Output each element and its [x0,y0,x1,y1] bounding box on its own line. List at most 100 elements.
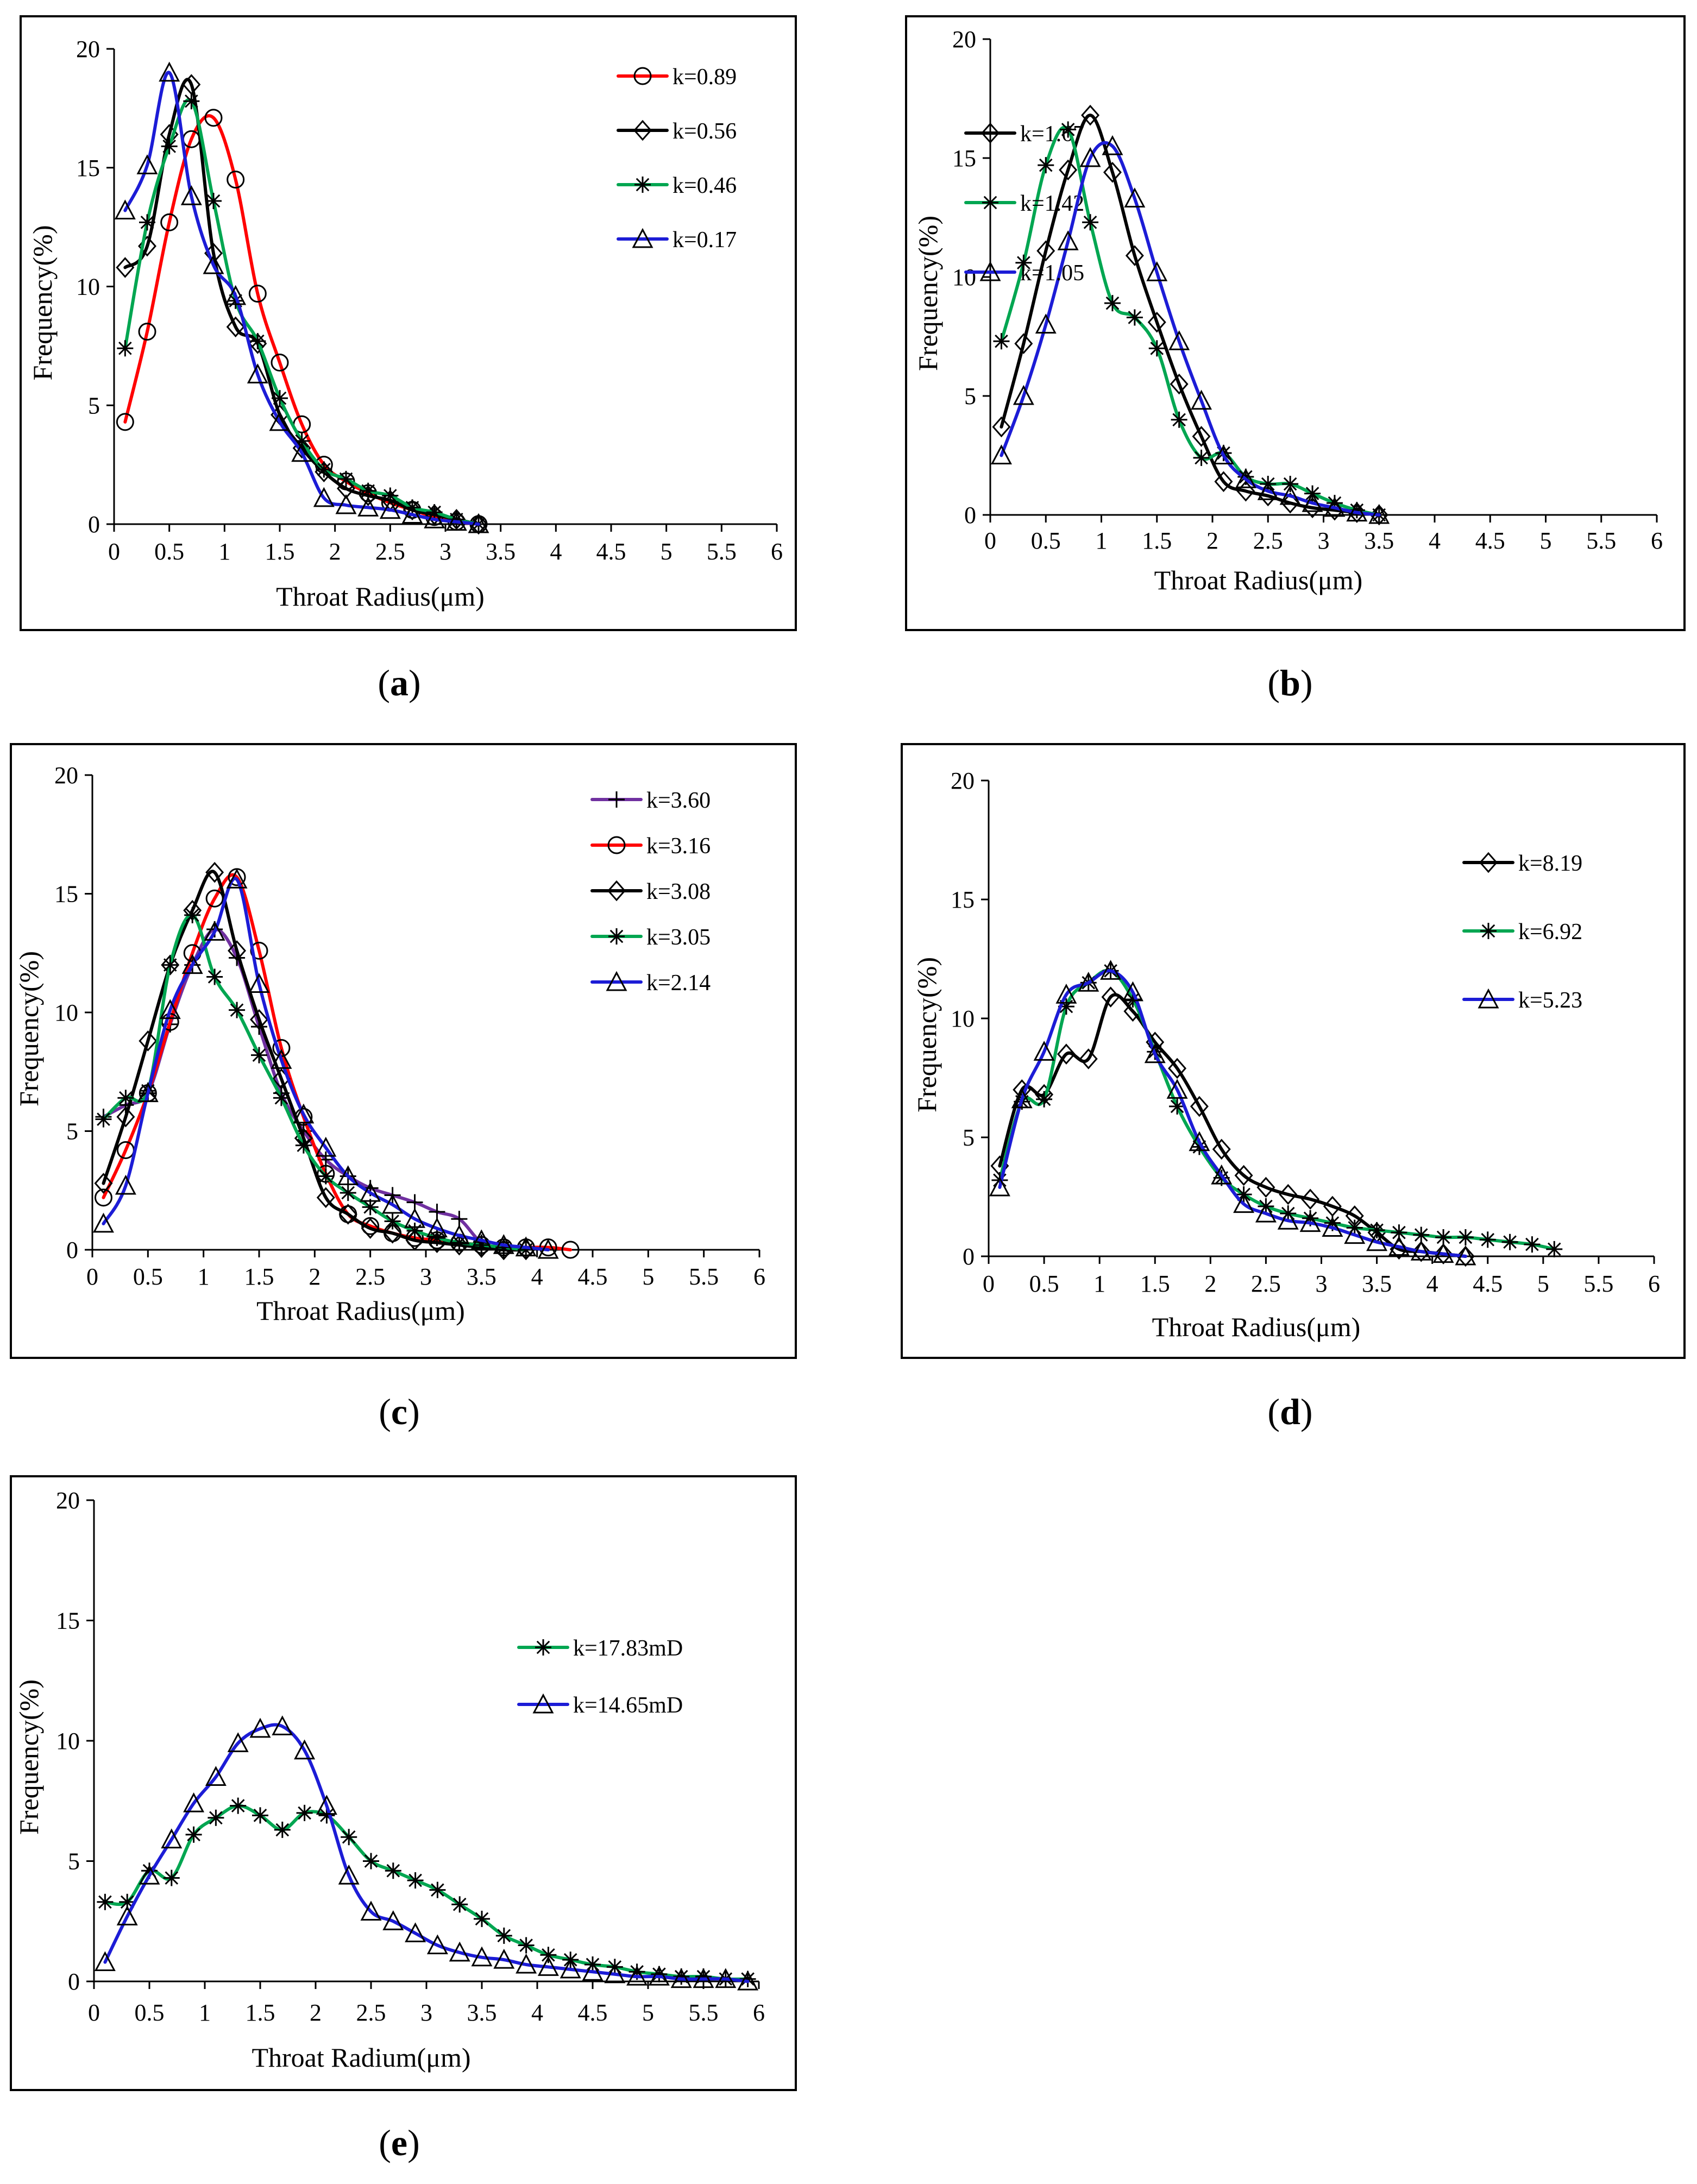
y-tick-label: 5 [66,1118,78,1145]
data-point [560,1958,581,1979]
legend-entry: k=2.14 [590,971,711,996]
data-point [1144,1043,1166,1063]
data-point [1524,1236,1541,1253]
panel-label: (d) [1267,1391,1312,1432]
x-tick-label: 5 [642,1999,654,2026]
data-point [1057,230,1079,250]
data-point [138,323,156,341]
data-point [470,1229,492,1250]
data-point [1033,1041,1055,1061]
x-tick-label: 1 [1093,1270,1105,1297]
data-point [451,1234,468,1251]
chart-frame [901,743,1686,1359]
x-tick-label: 3.5 [1364,527,1394,554]
data-point [1079,1048,1098,1069]
legend-label: k=0.46 [672,173,737,198]
legend-marker [634,177,651,193]
data-point [362,1199,379,1216]
data-point [1348,502,1365,519]
data-point [1279,484,1301,505]
data-point [651,1966,668,1982]
data-point [251,1047,267,1063]
data-point [206,968,223,985]
data-point [448,511,465,528]
legend-marker [632,228,653,248]
x-tick-label: 6 [1651,527,1663,554]
data-point [1082,214,1099,231]
data-point [180,185,202,205]
series-line [998,969,1467,1258]
data-point [293,1103,315,1124]
data-point [162,956,179,973]
x-tick-label: 0.5 [1031,527,1061,554]
x-tick-label: 5 [1537,1270,1549,1297]
data-point [1212,444,1234,464]
series-line [102,877,550,1251]
data-point [582,1961,604,1981]
x-tick-label: 0 [984,527,996,554]
legend-entry: k=17.83mD [517,1636,683,1661]
data-point [1058,998,1074,1015]
data-point [989,1176,1010,1197]
data-point [584,1956,601,1973]
legend-entry: k=0.89 [617,65,737,90]
data-point [1234,1165,1253,1186]
data-point [161,1828,183,1849]
x-tick-label: 3.5 [467,1999,497,2026]
data-point [404,1207,426,1228]
x-tick-label: 2.5 [375,538,405,565]
legend-marker [532,1693,554,1714]
data-point [95,1111,112,1128]
data-point [1146,261,1168,281]
data-point [1257,480,1279,500]
data-point [990,444,1012,464]
data-point [993,333,1010,350]
legend-marker [981,122,1000,144]
legend-marker [535,1639,551,1656]
data-point [1193,449,1210,466]
data-point [540,1947,557,1963]
data-point [337,1165,359,1186]
data-point [1124,991,1141,1008]
x-tick-label: 4 [531,1263,543,1290]
data-point [1079,147,1101,167]
data-point [1344,1224,1366,1244]
data-point [1235,468,1256,488]
series-line [102,913,528,1251]
data-point [295,1137,312,1154]
data-point [1412,1241,1431,1262]
y-tick-label: 15 [54,881,78,908]
data-point [94,1188,112,1207]
data-point [1102,135,1123,155]
data-point [493,1234,514,1254]
data-point [114,199,136,219]
data-point [117,1090,134,1106]
data-point [116,1905,138,1925]
data-point [406,1194,423,1211]
legend-marker [607,880,626,902]
data-point [318,1807,335,1824]
data-point [1391,1224,1407,1241]
data-point [1457,1229,1474,1245]
data-point [1169,1098,1186,1115]
data-point [226,316,245,338]
data-point [1038,157,1054,174]
data-point [404,499,420,516]
x-axis-title: Throat Radium(μm) [252,2042,470,2073]
data-point [1148,340,1165,357]
x-tick-label: 0 [86,1263,98,1290]
data-point [360,1900,382,1921]
series-k=5.23 [989,960,1476,1266]
y-tick-label: 20 [951,767,975,794]
y-tick-label: 5 [88,392,100,419]
data-point [1260,476,1277,493]
data-point [161,954,180,975]
data-point [269,411,291,431]
x-tick-label: 1 [198,1263,210,1290]
x-tick-label: 2.5 [1251,1270,1281,1297]
legend-label: k=17.83mD [573,1636,683,1661]
y-tick-label: 0 [68,1968,80,1995]
data-point [1501,1233,1518,1250]
data-point [226,868,248,889]
data-point [249,333,266,350]
